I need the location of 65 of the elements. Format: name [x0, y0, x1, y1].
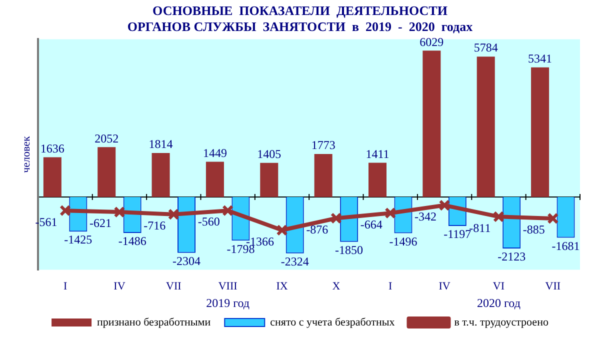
data-label: 1411: [366, 146, 390, 161]
bar: [476, 56, 495, 197]
data-label: -664: [360, 217, 382, 232]
point: [384, 207, 396, 219]
chart-title: ОСНОВНЫЕ ПОКАЗАТЕЛИ ДЕЯТЕЛЬНОСТИ ОРГАНОВ СЛУЖБЫ ЗАНЯТОСТИ в 2019 - 2020 годах: [127, 3, 474, 34]
text: 2019 год: [206, 296, 250, 310]
data-label: -1486: [118, 234, 146, 248]
bar: [314, 154, 332, 197]
point: [492, 210, 504, 222]
data-label: -1850: [335, 243, 364, 258]
point: [168, 208, 180, 220]
bar: [531, 67, 550, 197]
point: [276, 224, 288, 236]
x-tick-label: IX: [276, 280, 288, 292]
data-label: -1681: [552, 238, 580, 253]
bar: [98, 147, 116, 197]
x-tick-label: IV: [114, 280, 126, 292]
point: [222, 204, 234, 216]
data-label: -811: [469, 220, 491, 235]
data-label: -876: [306, 222, 328, 236]
x-tick-label: I: [388, 280, 393, 292]
data-label: 1405: [257, 147, 282, 162]
data-label: 2052: [94, 131, 119, 146]
point: [330, 212, 342, 224]
data-label: 1636: [40, 141, 64, 156]
x-tick-label: VIII: [218, 280, 238, 292]
point: [547, 212, 559, 224]
bar: [152, 152, 170, 197]
data-label: -561: [35, 214, 58, 229]
point: [60, 204, 72, 216]
data-label: 5341: [528, 51, 552, 66]
data-label: -1496: [389, 234, 418, 248]
legend-label: в т.ч. трудоустроено: [454, 316, 549, 328]
legend-label: признано безработными: [97, 316, 211, 328]
y-axis-title: человек: [20, 135, 32, 173]
x-tick-label: X: [332, 280, 340, 292]
data-label: -2304: [172, 254, 201, 268]
x-tick-label: I: [63, 280, 68, 292]
data-label: -885: [522, 222, 545, 237]
data-label: -2123: [498, 250, 526, 264]
data-label: 1814: [148, 137, 173, 152]
bar: [206, 162, 224, 197]
bar: [422, 50, 441, 197]
text: 2020 год: [477, 296, 520, 310]
data-label: -1197: [444, 227, 472, 242]
data-label: -716: [144, 218, 166, 233]
data-label: -621: [89, 216, 112, 230]
data-label: -1425: [64, 232, 92, 247]
point: [114, 206, 126, 218]
data-label: -342: [414, 209, 437, 224]
x-tick-label: IV: [438, 280, 450, 292]
data-label: 5784: [474, 40, 498, 55]
x-tick-label: VI: [492, 280, 505, 292]
point: [438, 200, 450, 212]
data-label: 6029: [420, 34, 444, 49]
data-label: 1449: [202, 146, 227, 160]
data-label: -560: [198, 214, 220, 229]
bar: [260, 162, 278, 197]
legend-label: снято с учета безработных: [270, 316, 396, 328]
x-tick-label: VII: [545, 280, 561, 292]
bar: [43, 157, 62, 197]
data-label: -2324: [280, 254, 309, 269]
x-tick-label: VII: [166, 280, 182, 292]
bar: [368, 162, 387, 197]
data-label: 1773: [311, 138, 336, 152]
